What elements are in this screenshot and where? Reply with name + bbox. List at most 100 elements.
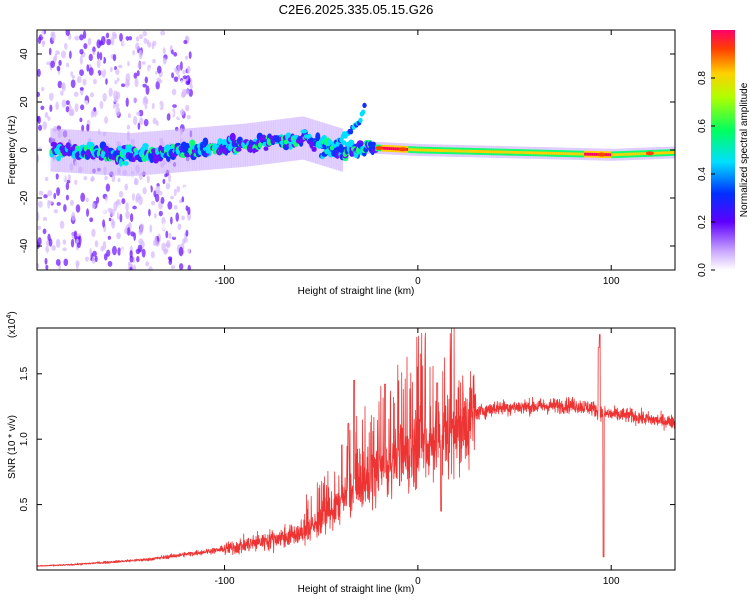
spectrogram-speck (118, 190, 124, 198)
spectrogram-speck (65, 182, 70, 191)
spectrogram-speck (92, 78, 97, 85)
spectrogram-blob (261, 134, 267, 142)
spectrogram-blob (229, 132, 236, 142)
spectrogram-speck (102, 219, 106, 228)
spectrogram-ridge-core (502, 150, 506, 154)
spectrogram-ridge-core (431, 148, 434, 152)
spectrogram-speck (82, 222, 87, 228)
spectrogram-speck (156, 32, 160, 38)
snr-ylabel: SNR (10 * v/v) (7, 415, 18, 479)
spectrogram-speck (37, 237, 42, 246)
spectrogram-ridge-core (626, 152, 629, 156)
spectrogram-ytick-label: 40 (19, 48, 30, 60)
spectrogram-speck (92, 46, 96, 53)
spectrogram-ridge-core (611, 153, 614, 157)
spectrogram-speck (128, 36, 133, 41)
spectrogram-ridge-core (609, 153, 612, 157)
spectrogram-blob (347, 139, 355, 148)
spectrogram-ridge-core (667, 151, 670, 155)
spectrogram-ridge-core (518, 151, 521, 154)
spectrogram-speck (138, 228, 143, 236)
spectrogram-blob (123, 161, 129, 166)
spectrogram-ridge-core (472, 149, 475, 153)
spectrogram-speck (45, 264, 49, 270)
spectrogram-blob (56, 155, 61, 162)
spectrogram-ridge-core (634, 152, 637, 156)
spectrogram-speck (177, 223, 182, 230)
colorbar-tick-label: 0.6 (697, 119, 708, 133)
spectrogram-ridge-core (433, 148, 436, 152)
spectrogram-speck (106, 249, 111, 257)
spectrogram-ridge-core (419, 148, 422, 152)
spectrogram-xlabel: Height of straight line (km) (298, 286, 415, 297)
spectrogram-speck (43, 194, 48, 199)
spectrogram-speck (149, 67, 152, 76)
spectrogram-ticks: -100 0 100 -40 -20 0 20 40 (19, 30, 675, 287)
spectrogram-blob (142, 143, 149, 149)
spectrogram-ridge-core (578, 152, 581, 156)
spectrogram-ridge-core (576, 152, 579, 156)
spectrogram-speck (120, 248, 125, 257)
spectrogram-speck (153, 213, 157, 219)
spectrogram-speck (111, 218, 115, 226)
spectrogram-speck (178, 263, 184, 270)
spectrogram-speck (180, 32, 184, 39)
spectrogram-speck (70, 238, 75, 248)
spectrogram-ridge-core (618, 153, 622, 156)
spectrogram-speck (102, 92, 107, 102)
spectrogram-speck (132, 50, 136, 56)
spectrogram-speck (162, 57, 167, 65)
snr-xlabel: Height of straight line (km) (298, 584, 415, 595)
spectrogram-speck (135, 42, 140, 51)
spectrogram-ridge-core (520, 151, 523, 154)
spectrogram-ridge-core (443, 149, 446, 153)
spectrogram-speck (47, 116, 51, 122)
spectrogram-speck (40, 105, 45, 111)
spectrogram-speck (92, 250, 97, 257)
spectrogram-speck (162, 222, 166, 231)
spectrogram-marks (37, 30, 675, 270)
spectrogram-speck (83, 43, 88, 50)
spectrogram-speck (108, 217, 112, 222)
spectrogram-speck (148, 266, 153, 270)
spectrogram-speck (104, 116, 109, 124)
spectrogram-speck (179, 199, 183, 204)
spectrogram-ridge-core (586, 152, 589, 156)
spectrogram-xtick-label: 0 (415, 276, 421, 287)
spectrogram-speck (152, 117, 157, 125)
spectrogram-ridge-core (446, 149, 450, 153)
spectrogram-speck (53, 221, 57, 229)
spectrogram-ridge-core (383, 146, 386, 150)
spectrogram-speck (85, 197, 89, 203)
spectrogram-ridge-core (559, 152, 562, 155)
spectrogram-speck (148, 208, 151, 217)
spectrogram-ridge-core (508, 150, 511, 154)
spectrogram-speck (105, 78, 108, 85)
spectrogram-speck (133, 72, 138, 79)
spectrogram-speck (51, 31, 56, 42)
spectrogram-ridge-core (458, 149, 461, 153)
spectrogram-ridge-core (460, 149, 463, 153)
spectrogram-speck (42, 80, 46, 85)
spectrogram-speck (63, 258, 69, 267)
spectrogram-speck (109, 66, 113, 73)
spectrogram-speck (86, 64, 90, 72)
spectrogram-ridge-core (653, 151, 656, 155)
spectrogram-speck (73, 91, 79, 97)
spectrogram-speck (182, 75, 188, 80)
spectrogram-ridge-core (501, 150, 504, 154)
spectrogram-ridge-core (591, 152, 595, 156)
spectrogram-speck (171, 88, 177, 96)
spectrogram-speck (96, 59, 101, 68)
spectrogram-ridge-core (671, 151, 674, 154)
spectrogram-speck (82, 78, 87, 86)
snr-multiplier-close: ) (7, 311, 18, 314)
spectrogram-speck (138, 195, 143, 206)
spectrogram-ridge-core (607, 153, 610, 157)
spectrogram-branch (358, 117, 363, 123)
spectrogram-speck (99, 125, 104, 133)
spectrogram-speck (63, 35, 69, 42)
spectrogram-ridge-core (539, 151, 542, 155)
spectrogram-speck (40, 139, 44, 144)
spectrogram-speck (125, 73, 131, 83)
